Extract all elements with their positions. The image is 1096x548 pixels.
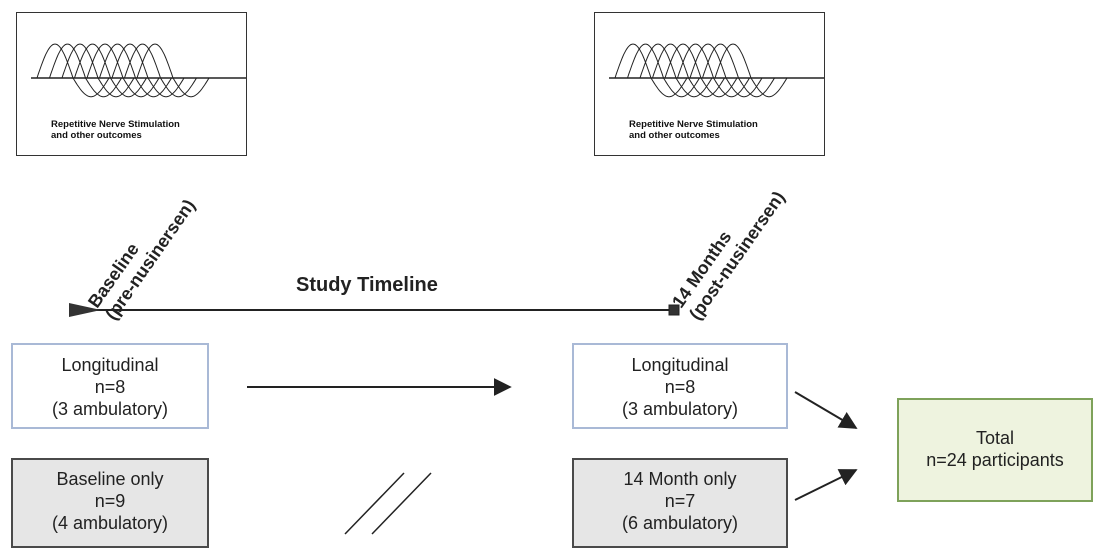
total-line1: Total <box>975 428 1015 448</box>
panel-caption-line1: Repetitive Nerve Stimulation <box>629 119 758 130</box>
waveform-trace <box>652 43 725 98</box>
waveform-trace <box>124 43 197 98</box>
waveform-trace <box>74 43 147 98</box>
waveform-trace <box>627 43 700 98</box>
month14-to-total-arrow <box>794 469 858 501</box>
waveform-trace <box>614 43 688 98</box>
waveform-trace <box>49 43 122 98</box>
longitudinal-baseline-box: Longitudinal n=8 (3 ambulatory) <box>11 343 209 429</box>
box-line2: n=7 <box>664 491 696 511</box>
month14-only-box: 14 Month only n=7 (6 ambulatory) <box>572 458 788 548</box>
panel-caption-line2: and other outcomes <box>629 130 720 141</box>
box-line1: Longitudinal <box>61 355 159 375</box>
box-line1: Baseline only <box>56 469 164 489</box>
month14-timepoint-label: 14 Months (post-nusinersen) <box>668 175 790 324</box>
baseline-only-box: Baseline only n=9 (4 ambulatory) <box>11 458 209 548</box>
waveform-trace <box>714 43 788 98</box>
waveform-trace <box>61 43 135 98</box>
waveform-trace <box>702 43 775 98</box>
panel-caption: Repetitive Nerve Stimulation and other o… <box>51 119 180 141</box>
box-line3: (3 ambulatory) <box>621 399 739 419</box>
waveform-trace <box>99 43 172 98</box>
box-line3: (6 ambulatory) <box>621 513 739 533</box>
waveform-trace <box>689 43 763 98</box>
rns-panel-14-months: Repetitive Nerve Stimulation and other o… <box>594 12 825 156</box>
panel-caption-line1: Repetitive Nerve Stimulation <box>51 119 180 130</box>
timeline-title: Study Timeline <box>296 274 438 296</box>
box-line2: n=9 <box>94 491 126 511</box>
no-followup-slash <box>344 472 405 535</box>
baseline-timepoint-label: Baseline (pre-nusinersen) <box>84 184 200 324</box>
box-line3: (3 ambulatory) <box>51 399 169 419</box>
waveform-trace <box>136 43 210 98</box>
waveform-graphic <box>31 43 246 98</box>
total-box: Total n=24 participants <box>897 398 1093 502</box>
no-followup-slash <box>371 472 432 535</box>
longitudinal-14-months-box: Longitudinal n=8 (3 ambulatory) <box>572 343 788 429</box>
waveform-trace <box>639 43 713 98</box>
waveform-trace <box>111 43 185 98</box>
waveform-trace <box>664 43 738 98</box>
box-line3: (4 ambulatory) <box>51 513 169 533</box>
panel-caption: Repetitive Nerve Stimulation and other o… <box>629 119 758 141</box>
box-line2: n=8 <box>94 377 126 397</box>
box-line1: 14 Month only <box>623 469 737 489</box>
waveform-graphic <box>609 43 824 98</box>
total-line2: n=24 participants <box>926 450 1064 470</box>
waveform-trace <box>86 43 160 98</box>
waveform-trace <box>677 43 750 98</box>
rns-panel-baseline: Repetitive Nerve Stimulation and other o… <box>16 12 247 156</box>
box-line1: Longitudinal <box>631 355 729 375</box>
box-line2: n=8 <box>664 377 696 397</box>
longitudinal-to-total-arrow <box>794 391 858 429</box>
waveform-trace <box>36 43 110 98</box>
panel-caption-line2: and other outcomes <box>51 130 142 141</box>
